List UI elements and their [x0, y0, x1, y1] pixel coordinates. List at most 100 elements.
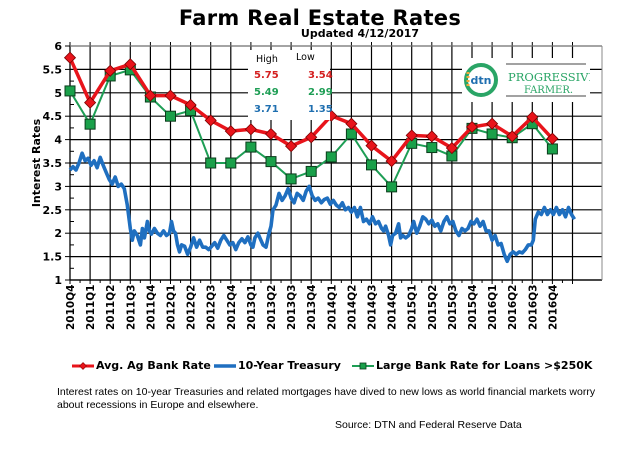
y-tick-label: 5.5	[43, 63, 63, 76]
chart-title: Farm Real Estate Rates	[178, 6, 462, 30]
avg-ag-marker	[285, 140, 298, 153]
x-tick-label: 2012Q1	[166, 285, 178, 330]
avg-ag-marker	[224, 125, 237, 138]
legend-label-treasury: 10-Year Treasury	[238, 359, 341, 372]
logo-farmer-text: FARMER.	[524, 85, 573, 96]
high-low-box: High Low 5.75 3.54 5.49 2.99 3.71 1.35	[248, 50, 333, 120]
x-tick-label: 2016Q1	[487, 285, 499, 330]
treasury-low: 1.35	[308, 104, 333, 115]
y-tick-label: 4	[54, 134, 62, 147]
large-bank-marker	[305, 165, 317, 177]
y-tick-label: 4.5	[43, 110, 63, 123]
avg-ag-high: 5.75	[254, 70, 279, 81]
axes	[65, 42, 603, 284]
x-tick-label: 2010Q4	[65, 285, 77, 330]
chart-legend: Avg. Ag Bank Rate 10-Year Treasury Large…	[0, 359, 640, 375]
legend-item-treasury: 10-Year Treasury	[214, 359, 341, 372]
x-tick-label: 2015Q2	[427, 285, 439, 330]
logo-dtn-text: dtn	[471, 74, 492, 87]
line-chart: 6 5.5 5 4.5 4 3.5 3 2.5 2 1.5 1 2010Q4 2011Q1 2011Q2…	[30, 40, 603, 330]
x-tick-label: 2015Q3	[447, 285, 459, 330]
y-tick-label: 5	[54, 87, 62, 100]
x-tick-label: 2013Q2	[266, 285, 278, 330]
avg-ag-marker	[445, 141, 458, 155]
large-bank-marker	[386, 181, 398, 193]
avg-ag-marker	[526, 111, 539, 124]
large-bank-marker	[245, 141, 257, 153]
large-bank-marker	[84, 118, 96, 130]
large-bank-marker	[325, 151, 337, 163]
avg-ag-marker	[405, 129, 418, 142]
low-header: Low	[296, 52, 315, 63]
dtn-logo-icon: dtn PROGRESSIVE FARMER.	[464, 63, 597, 97]
avg-ag-marker	[305, 131, 318, 144]
chart-subtitle: Updated 4/12/2017	[300, 27, 420, 40]
large-bank-low: 2.99	[308, 87, 333, 98]
x-tick-label: 2011Q4	[145, 285, 157, 330]
large-bank-marker	[205, 157, 217, 169]
large-bank-marker	[486, 128, 498, 140]
x-tick-label: 2013Q4	[306, 285, 318, 330]
y-tick-label: 1	[54, 274, 62, 287]
series-avg-ag-bank-rate	[63, 51, 559, 168]
x-tick-label: 2012Q2	[186, 285, 198, 330]
x-tick-label: 2011Q3	[125, 285, 137, 330]
legend-item-avg-ag: Avg. Ag Bank Rate	[72, 359, 211, 372]
large-bank-marker	[426, 142, 438, 154]
progressive-farmer-logo: dtn PROGRESSIVE FARMER.	[462, 58, 597, 102]
treasury-high: 3.71	[254, 104, 279, 115]
avg-ag-marker	[425, 130, 438, 143]
avg-ag-marker	[144, 89, 157, 102]
y-tick-label: 6	[54, 40, 62, 53]
avg-ag-marker	[124, 58, 137, 71]
avg-ag-marker	[164, 89, 177, 102]
legend-label-large-bank: Large Bank Rate for Loans >$250K	[376, 359, 593, 372]
large-bank-marker	[265, 156, 277, 168]
y-tick-labels: 6 5.5 5 4.5 4 3.5 3 2.5 2 1.5 1	[43, 40, 63, 287]
y-axis-label: Interest Rates	[30, 118, 43, 207]
avg-ag-marker	[204, 114, 217, 127]
legend-square-line-icon	[352, 362, 374, 369]
x-tick-label: 2012Q3	[206, 285, 218, 330]
y-tick-label: 2.5	[43, 204, 63, 217]
y-tick-label: 2	[54, 227, 62, 240]
x-tick-label: 2016Q2	[507, 285, 519, 330]
avg-ag-marker	[345, 117, 358, 130]
x-tick-label: 2014Q4	[387, 285, 399, 330]
avg-ag-marker	[465, 120, 479, 134]
legend-label-avg-ag: Avg. Ag Bank Rate	[96, 359, 211, 372]
x-tick-labels: 2010Q4 2011Q1 2011Q2 2011Q3 2011Q4 2012Q1 2012…	[65, 285, 559, 330]
large-bank-marker	[285, 173, 297, 185]
y-tick-label: 3.5	[43, 157, 63, 170]
avg-ag-marker	[264, 127, 278, 141]
large-bank-high: 5.49	[254, 87, 279, 98]
series-10-year-treasury	[68, 151, 577, 264]
y-tick-label: 3	[54, 180, 62, 193]
large-bank-marker	[64, 85, 76, 97]
x-tick-label: 2014Q2	[346, 285, 358, 330]
large-bank-marker	[366, 159, 377, 171]
large-bank-marker	[225, 157, 237, 169]
x-tick-label: 2015Q4	[467, 285, 479, 330]
avg-ag-marker	[365, 139, 378, 152]
x-tick-label: 2014Q3	[367, 285, 379, 330]
x-tick-label: 2014Q1	[326, 285, 338, 330]
x-tick-label: 2013Q3	[286, 285, 298, 330]
avg-ag-marker	[244, 123, 257, 136]
chart-note: Interest rates on 10-year Treasuries and…	[57, 386, 596, 411]
avg-ag-marker	[385, 155, 398, 168]
avg-ag-marker	[546, 132, 559, 145]
legend-diamond-line-icon	[72, 361, 94, 370]
legend-line-icon	[214, 363, 236, 368]
avg-ag-marker	[84, 96, 97, 109]
high-header: High	[256, 54, 278, 65]
avg-ag-marker	[486, 117, 499, 130]
x-tick-label: 2015Q1	[407, 285, 419, 330]
avg-ag-marker	[63, 51, 77, 64]
large-bank-marker	[546, 143, 558, 155]
avg-ag-marker	[184, 98, 197, 112]
x-tick-label: 2013Q1	[246, 285, 258, 330]
x-tick-label: 2011Q1	[85, 285, 97, 330]
x-tick-label: 2016Q3	[527, 285, 539, 330]
avg-ag-marker	[104, 64, 117, 77]
